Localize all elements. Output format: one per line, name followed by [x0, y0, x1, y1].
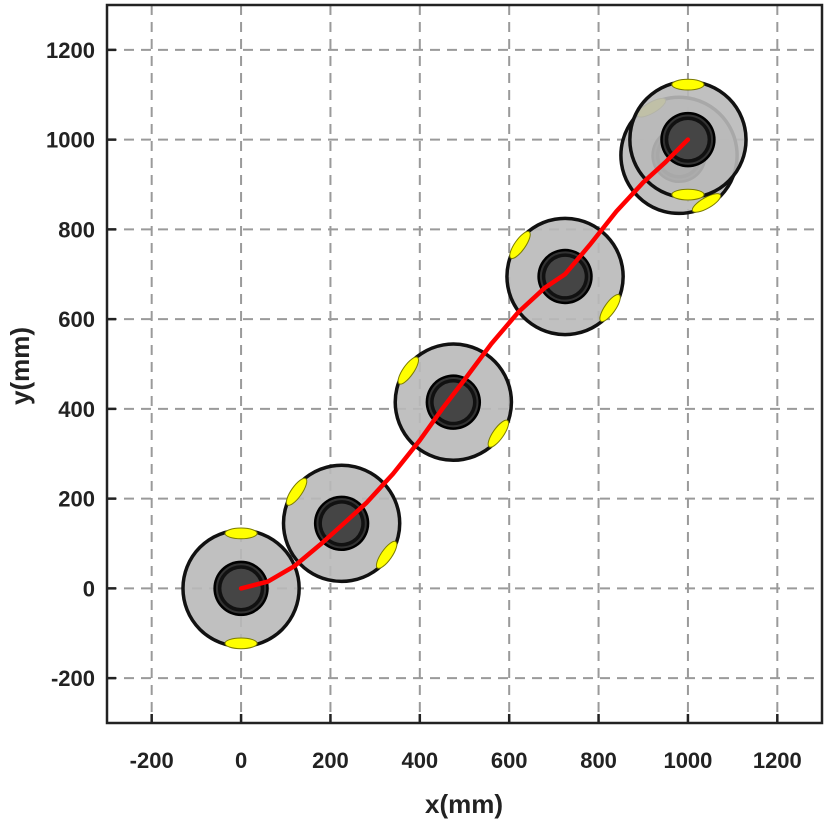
y-tick-label: 1200: [46, 38, 95, 63]
x-tick-label: 800: [580, 748, 617, 773]
y-tick-label: 400: [58, 397, 95, 422]
x-tick-label: 400: [401, 748, 438, 773]
x-axis-label: x(mm): [425, 789, 503, 819]
y-tick-label: 800: [58, 217, 95, 242]
y-axis-label: y(mm): [5, 327, 35, 405]
robot-wheel: [285, 477, 308, 506]
x-tick-label: 200: [312, 748, 349, 773]
robot-pose: [393, 342, 514, 462]
robot-wheel: [487, 419, 510, 448]
robot-wheel: [375, 540, 398, 569]
robot-wheel: [671, 78, 705, 91]
x-tick-label: 1200: [753, 748, 802, 773]
axis-ticks: -200 0 200 400 600 800 1000 1200 -200 0 200 400 600 8…: [46, 38, 802, 773]
robot-wheel: [397, 356, 420, 385]
y-tick-label: 200: [58, 487, 95, 512]
robot-wheel: [509, 230, 531, 259]
trajectory-line: [238, 137, 691, 591]
robot-core: [433, 382, 473, 422]
x-tick-label: 0: [235, 748, 247, 773]
y-tick-label: 600: [58, 307, 95, 332]
x-tick-label: 1000: [663, 748, 712, 773]
grid-lines: [107, 5, 822, 723]
y-tick-label: -200: [51, 666, 95, 691]
robot-wheel: [224, 527, 258, 540]
x-tick-label: 600: [491, 748, 528, 773]
x-tick-label: -200: [130, 748, 174, 773]
trajectory-layer: [238, 137, 691, 591]
robot-wheel: [671, 188, 705, 201]
robot-poses: [181, 78, 748, 650]
robot-wheel: [224, 637, 258, 650]
robot-wheel: [691, 193, 722, 213]
robot-wheel: [599, 293, 621, 323]
plot-frame: [105, 3, 824, 725]
y-tick-label: 0: [83, 576, 95, 601]
y-tick-label: 1000: [46, 128, 95, 153]
